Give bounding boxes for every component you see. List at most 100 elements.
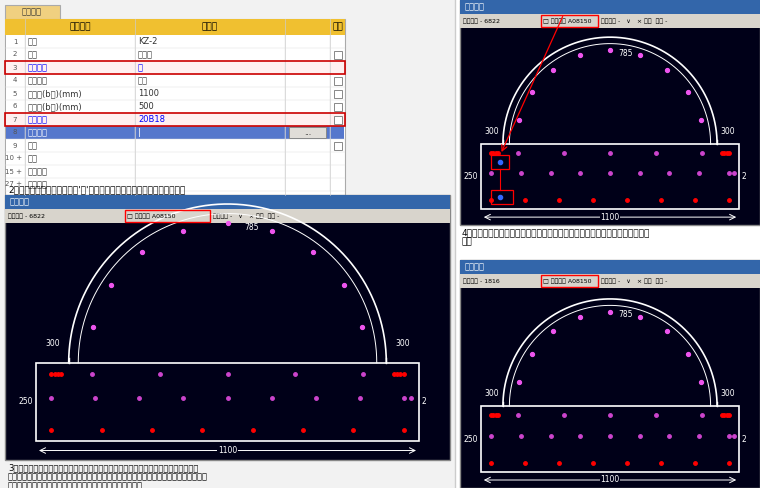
Bar [0,0,455,488]
Text: 属性编辑: 属性编辑 [22,7,42,17]
Text: KZ-2: KZ-2 [138,37,157,46]
Text: 类别: 类别 [28,50,38,59]
Bar [481,144,739,209]
Text: 27 +: 27 + [5,182,22,187]
Text: 2: 2 [742,434,747,444]
Bar [5,19,345,195]
Bar [460,260,760,274]
Text: 截面高(b边)(mm): 截面高(b边)(mm) [28,102,83,111]
Bar [5,209,450,223]
Bar [6,35,344,48]
Text: 250: 250 [19,397,33,407]
Text: 785: 785 [244,224,258,232]
Text: 备注: 备注 [28,141,38,150]
Text: 否: 否 [138,63,143,72]
Text: 布置纵筋 - 6822: 布置纵筋 - 6822 [8,213,45,219]
Bar [541,15,598,27]
Text: 附加: 附加 [332,22,343,32]
Bar [334,116,341,123]
Text: 锚固搭接: 锚固搭接 [28,180,48,189]
Text: 1100: 1100 [138,89,159,98]
Text: 截面形状: 截面形状 [28,76,48,85]
Text: 9: 9 [13,142,17,148]
Text: 异形: 异形 [138,76,148,85]
Text: 属性名称: 属性名称 [69,22,90,32]
Bar [481,406,739,472]
Text: 785: 785 [619,49,633,58]
Bar [6,113,344,126]
Text: 1100: 1100 [600,475,619,485]
Bar [6,61,344,74]
Text: 785: 785 [619,310,633,320]
Bar [36,363,419,441]
Bar [334,50,341,59]
Bar [5,19,345,35]
Text: 全部纵筋: 全部纵筋 [28,115,48,124]
Text: 2: 2 [742,172,747,181]
Text: 布置箍筋 -   ∨   × 删除  标注 -: 布置箍筋 - ∨ × 删除 标注 - [601,278,667,284]
Text: 截面宽(b边)(mm): 截面宽(b边)(mm) [28,89,83,98]
Bar [460,274,760,288]
Bar [460,260,760,488]
Text: 1100: 1100 [218,446,237,455]
Bar [5,113,345,126]
Bar [6,178,344,191]
Bar [334,142,341,149]
Text: 截面编辑: 截面编辑 [10,198,30,206]
Bar [460,14,760,28]
Bar [334,102,341,110]
Bar [6,165,344,178]
Text: 300: 300 [395,339,410,348]
Text: 2: 2 [13,52,17,58]
Bar [125,210,210,222]
Text: □ 对齐纵筋 A08150: □ 对齐纵筋 A08150 [127,213,176,219]
Bar [491,155,509,169]
Text: 了。文字性标书比较模糊，下面采用图形序号表述。如下图：: 了。文字性标书比较模糊，下面采用图形序号表述。如下图： [8,481,143,488]
Text: 布置箍筋 -   ∨   × 删除  标注 -: 布置箍筋 - ∨ × 删除 标注 - [213,213,279,219]
Text: 5: 5 [13,90,17,97]
Text: □ 对齐纵筋 A08150: □ 对齐纵筋 A08150 [543,278,591,284]
Text: 截面编辑: 截面编辑 [28,63,48,72]
Text: 属性值: 属性值 [202,22,218,32]
Text: 名称: 名称 [28,37,38,46]
Bar [6,100,344,113]
Text: 250: 250 [464,172,478,181]
Text: 芯柱: 芯柱 [28,154,38,163]
Text: 3: 3 [13,64,17,70]
Text: 其它属性: 其它属性 [28,167,48,176]
Text: 布置纵筋 - 1816: 布置纵筋 - 1816 [463,278,500,284]
Text: 6: 6 [13,103,17,109]
Text: 4: 4 [13,78,17,83]
Text: 300: 300 [45,339,60,348]
Text: 300: 300 [720,388,736,398]
Text: 20B18: 20B18 [138,115,165,124]
Bar [5,195,450,460]
Bar [460,0,760,14]
Bar [5,195,450,209]
Bar [5,61,345,74]
Text: 300: 300 [720,127,736,136]
Text: 250: 250 [464,434,478,444]
Text: 8: 8 [13,129,17,136]
Text: 4）依次操作，其中可能部分钢筋会用到删除和增加功能，不再具体说明。如此: 4）依次操作，其中可能部分钢筋会用到删除和增加功能，不再具体说明。如此 [462,228,651,237]
Bar [6,48,344,61]
Bar [334,77,341,84]
Text: ...: ... [304,128,311,137]
Text: 布置纵筋 - 6822: 布置纵筋 - 6822 [463,18,500,24]
Bar [491,190,513,204]
Bar [6,126,344,139]
Text: 3）对时用对其纵筋功能将柱纵筋进行对其。点击对其功能，首先选择目的纵筋，就是: 3）对时用对其纵筋功能将柱纵筋进行对其。点击对其功能，首先选择目的纵筋，就是 [8,463,198,472]
Text: 其它箍筋: 其它箍筋 [28,128,48,137]
Text: |: | [138,128,141,137]
Bar [460,0,760,225]
Text: 10 +: 10 + [5,156,22,162]
Text: 300: 300 [485,388,499,398]
Text: 7: 7 [13,117,17,122]
Bar [289,127,326,138]
Text: □ 对齐纵筋 A08150: □ 对齐纵筋 A08150 [543,18,591,24]
Bar [334,89,341,98]
Bar [5,5,60,19]
Text: 15 +: 15 + [5,168,22,175]
Text: 截面编辑: 截面编辑 [465,263,485,271]
Text: 2）、然后将截面编辑选择为'是'时，会发现钢筋截面编辑出现下图所示：: 2）、然后将截面编辑选择为'是'时，会发现钢筋截面编辑出现下图所示： [8,185,185,194]
